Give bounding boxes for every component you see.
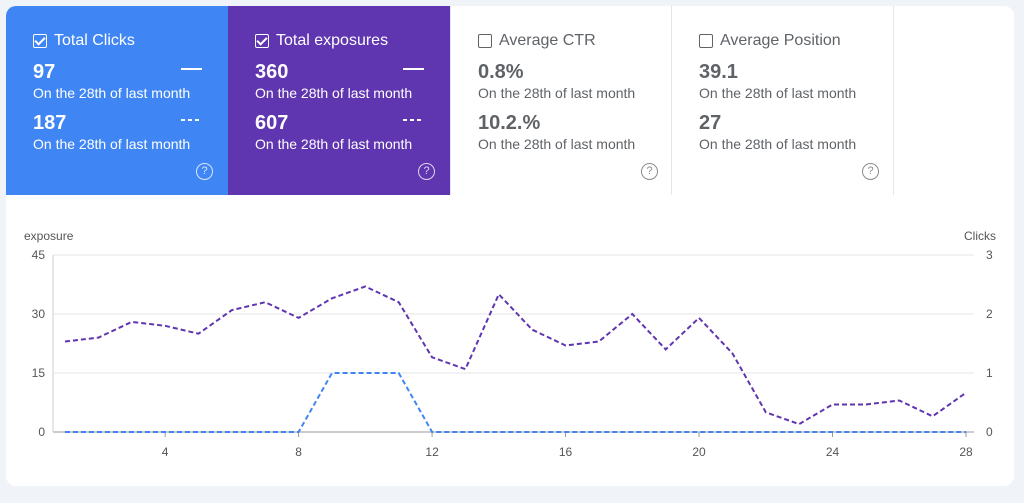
checkbox-icon[interactable]	[699, 34, 713, 48]
y-right-tick-label: 0	[986, 425, 993, 439]
metric-tile-total-clicks[interactable]: Total Clicks 97 On the 28th of last mont…	[6, 6, 228, 195]
metric-compare-caption: On the 28th of last month	[255, 136, 413, 152]
x-tick-label: 24	[826, 445, 840, 459]
x-tick-label: 8	[295, 445, 302, 459]
checkbox-icon[interactable]	[255, 34, 269, 48]
y-left-tick-label: 45	[32, 248, 46, 262]
metric-header: Average CTR	[478, 30, 671, 52]
clicks-series-line	[65, 372, 966, 433]
y-left-tick-label: 0	[38, 425, 45, 439]
metric-label: Total Clicks	[54, 32, 135, 49]
help-icon[interactable]: ?	[641, 163, 658, 180]
metric-tile-total-exposures[interactable]: Total exposures 360 On the 28th of last …	[228, 6, 450, 195]
metric-label: Average CTR	[499, 32, 596, 49]
x-tick-label: 16	[559, 445, 573, 459]
solid-line-legend-icon	[403, 68, 424, 70]
metric-value: 39.1	[699, 61, 738, 83]
y-left-tick-label: 30	[32, 307, 46, 321]
metric-compare-value: 27	[699, 112, 722, 134]
help-icon[interactable]: ?	[196, 163, 213, 180]
metric-label: Total exposures	[276, 32, 389, 49]
metric-caption: On the 28th of last month	[255, 85, 413, 101]
metric-tile-average-position[interactable]: Average Position 39.1 On the 28th of las…	[672, 6, 894, 195]
metric-header: Total Clicks	[33, 30, 228, 52]
x-tick-label: 4	[162, 445, 169, 459]
metric-header: Total exposures	[255, 30, 450, 52]
y-axis-right-label: Clicks	[964, 229, 996, 243]
metric-caption: On the 28th of last month	[33, 85, 191, 101]
metric-compare-caption: On the 28th of last month	[699, 136, 857, 152]
help-icon[interactable]: ?	[418, 163, 435, 180]
y-right-tick-label: 3	[986, 248, 993, 262]
y-left-tick-label: 15	[32, 366, 46, 380]
chart-series	[64, 285, 967, 433]
metric-value: 0.8%	[478, 61, 524, 83]
y-right-tick-label: 1	[986, 366, 993, 380]
dashed-line-legend-icon	[181, 119, 202, 121]
dashed-line-legend-icon	[403, 119, 424, 121]
solid-line-legend-icon	[181, 68, 202, 70]
metric-compare-caption: On the 28th of last month	[478, 136, 636, 152]
metric-caption: On the 28th of last month	[478, 85, 636, 101]
metric-compare-caption: On the 28th of last month	[33, 136, 191, 152]
dashboard-card: Total Clicks 97 On the 28th of last mont…	[6, 6, 1014, 486]
x-tick-label: 12	[425, 445, 439, 459]
y-axis-left-label: exposure	[24, 229, 74, 243]
metric-compare-value: 10.2.%	[478, 112, 541, 134]
metric-value: 97	[33, 61, 56, 83]
checkbox-icon[interactable]	[33, 34, 47, 48]
metric-tile-average-ctr[interactable]: Average CTR 0.8% On the 28th of last mon…	[450, 6, 672, 195]
x-tick-label: 28	[959, 445, 973, 459]
metric-tiles: Total Clicks 97 On the 28th of last mont…	[6, 6, 896, 195]
metric-caption: On the 28th of last month	[699, 85, 857, 101]
x-tick-label: 20	[692, 445, 706, 459]
metric-value: 360	[255, 61, 289, 83]
metric-label: Average Position	[720, 32, 841, 49]
metric-compare-value: 607	[255, 112, 289, 134]
metric-compare-value: 187	[33, 112, 67, 134]
exposure-series-line	[64, 285, 967, 426]
checkbox-icon[interactable]	[478, 34, 492, 48]
help-icon[interactable]: ?	[862, 163, 879, 180]
metric-header: Average Position	[699, 30, 893, 52]
y-right-tick-label: 2	[986, 307, 993, 321]
